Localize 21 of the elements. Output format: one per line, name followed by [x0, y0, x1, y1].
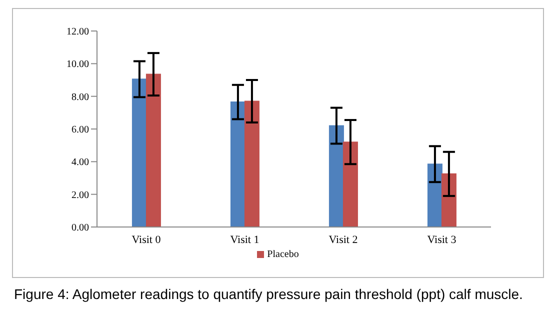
y-tick-label: 10.00 — [66, 59, 89, 70]
caption: Figure 4: Aglometer readings to quantify pressure pain threshold (ppt) calf muscle. — [14, 286, 524, 303]
x-tick-label: Visit 2 — [328, 234, 358, 246]
y-tick-label: 4.00 — [72, 157, 89, 168]
x-tick-label: Visit 0 — [132, 234, 162, 246]
y-tick-label: 12.00 — [66, 26, 89, 38]
bar — [342, 142, 358, 227]
legend-label: Placebo — [266, 249, 299, 260]
y-tick-label: 8.00 — [72, 92, 89, 103]
x-tick-label: Visit 3 — [427, 234, 457, 246]
y-tick-label: 6.00 — [72, 124, 89, 136]
bar — [328, 125, 344, 227]
bar — [427, 164, 442, 227]
bar — [244, 100, 260, 227]
bar — [441, 173, 456, 227]
bar — [132, 78, 147, 227]
bar — [230, 102, 246, 227]
y-tick-label: 2.00 — [72, 190, 89, 201]
bar — [146, 74, 161, 227]
x-tick-label: Visit 1 — [230, 234, 260, 246]
y-tick-label: 0.00 — [72, 222, 89, 234]
